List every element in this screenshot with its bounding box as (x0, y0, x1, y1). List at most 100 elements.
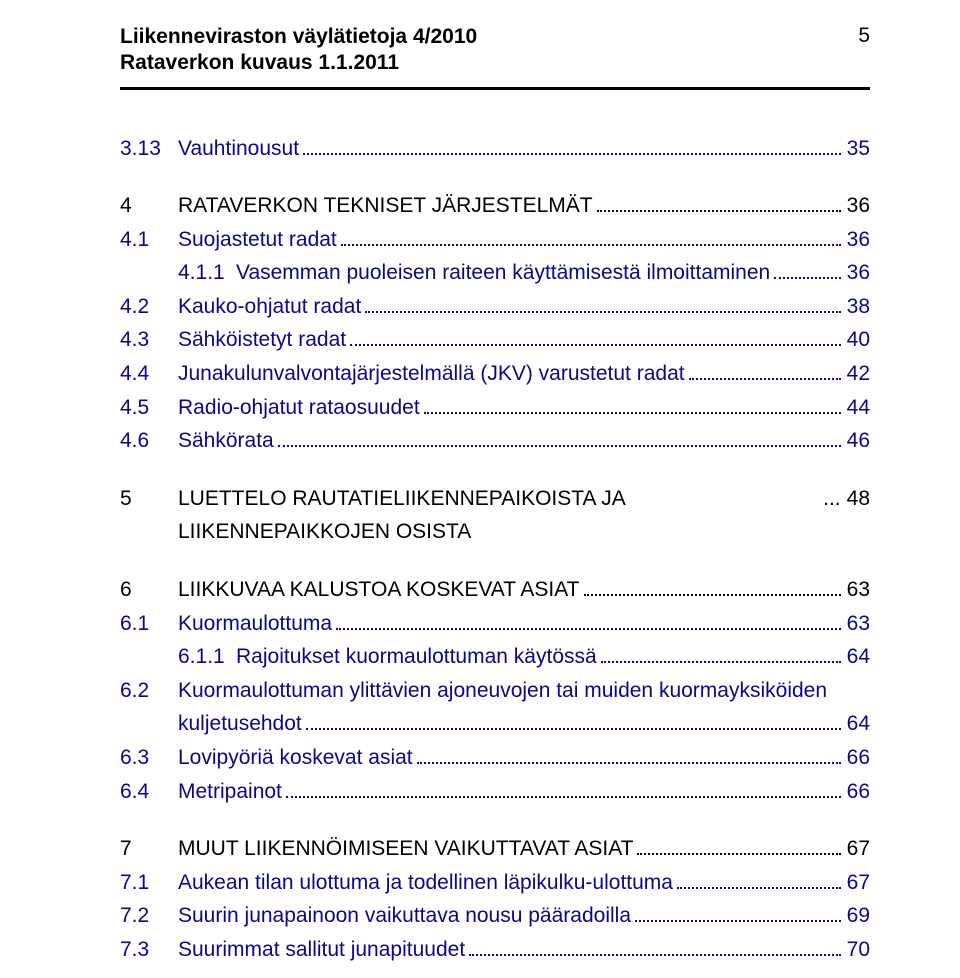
toc-number-spacer (120, 707, 178, 741)
toc-leader (336, 611, 841, 630)
toc-number: 7.1 (120, 866, 178, 900)
toc-leader (601, 644, 841, 663)
toc-number: 4.3 (120, 323, 178, 357)
toc-page: 70 (845, 933, 870, 967)
page-header: Liikenneviraston väylätietoja 4/2010 Rat… (120, 24, 870, 77)
toc-leader (584, 577, 841, 596)
toc-number: 6 (120, 573, 178, 607)
toc-number: 4.1 (120, 223, 178, 257)
toc-indent: 6.1.1Rajoitukset kuormaulottuman käytöss… (120, 640, 870, 674)
toc-number: 6.1 (120, 607, 178, 641)
toc-leader (286, 779, 841, 798)
toc-page: 69 (845, 899, 870, 933)
header-title-line1: Liikenneviraston väylätietoja 4/2010 (120, 24, 477, 50)
toc-leader (278, 428, 841, 447)
toc-number: 4.6 (120, 424, 178, 458)
toc-number: 6.1.1 (178, 640, 236, 674)
toc-entry: 5LUETTELO RAUTATIELIIKENNEPAIKOISTA JA L… (120, 482, 870, 549)
toc-leader (635, 904, 841, 923)
toc-number: 7.3 (120, 933, 178, 967)
toc-title: Metripainot (178, 775, 282, 809)
toc-entry: 4RATAVERKON TEKNISET JÄRJESTELMÄT 36 (120, 189, 870, 223)
toc-title: Rajoitukset kuormaulottuman käytössä (236, 640, 597, 674)
toc-leader (597, 193, 841, 212)
header-rule (120, 87, 870, 90)
toc-title: Vauhtinousut (178, 132, 299, 166)
toc-leader (303, 136, 841, 155)
toc-leader (341, 227, 841, 246)
toc-title: Radio-ohjatut rataosuudet (178, 391, 420, 425)
toc-short-dots: ... (823, 482, 841, 516)
toc-page: 40 (845, 323, 870, 357)
toc-title: Suojastetut radat (178, 223, 337, 257)
toc-leader (365, 294, 840, 313)
toc-leader (306, 712, 841, 731)
toc-entry: 7.2Suurin junapainoon vaikuttava nousu p… (120, 899, 870, 933)
toc-entry-continuation: kuljetusehdot64 (120, 707, 870, 741)
toc-entry: 4.1.1Vasemman puoleisen raiteen käyttämi… (178, 256, 870, 290)
toc-entry: 7MUUT LIIKENNÖIMISEEN VAIKUTTAVAT ASIAT6… (120, 832, 870, 866)
toc-number: 3.13 (120, 132, 178, 166)
toc-page: 36 (845, 256, 870, 290)
toc-title: MUUT LIIKENNÖIMISEEN VAIKUTTAVAT ASIAT (178, 832, 633, 866)
toc-number: 7 (120, 832, 178, 866)
toc-number: 6.2 (120, 674, 178, 708)
toc-page: 36 (845, 189, 870, 223)
toc-number: 4.4 (120, 357, 178, 391)
toc-page: 35 (845, 132, 870, 166)
toc-entry: 4.3Sähköistetyt radat 40 (120, 323, 870, 357)
toc-number: 6.4 (120, 775, 178, 809)
toc-indent: 4.1.1Vasemman puoleisen raiteen käyttämi… (120, 256, 870, 290)
toc-leader (637, 836, 840, 855)
toc-number: 4.2 (120, 290, 178, 324)
toc-number: 6.3 (120, 741, 178, 775)
toc-page: 63 (845, 607, 870, 641)
toc-page: 46 (845, 424, 870, 458)
toc-page: 36 (845, 223, 870, 257)
toc-entry: 6LIIKKUVAA KALUSTOA KOSKEVAT ASIAT63 (120, 573, 870, 607)
toc-number: 4.1.1 (178, 256, 236, 290)
toc-title: Junakulunvalvontajärjestelmällä (JKV) va… (178, 357, 685, 391)
toc-page: 42 (845, 357, 870, 391)
toc-entry: 4.2Kauko-ohjatut radat 38 (120, 290, 870, 324)
toc-entry: 4.6Sähkörata46 (120, 424, 870, 458)
toc-entry: 3.13Vauhtinousut 35 (120, 132, 870, 166)
toc-leader (689, 361, 841, 380)
toc-page: 64 (845, 640, 870, 674)
toc-leader (350, 328, 841, 347)
toc-entry: 6.1Kuormaulottuma 63 (120, 607, 870, 641)
toc-entry: 6.3Lovipyöriä koskevat asiat 66 (120, 741, 870, 775)
toc-leader (424, 395, 841, 414)
toc-title: Vasemman puoleisen raiteen käyttämisestä… (236, 256, 770, 290)
toc-entry: 6.1.1Rajoitukset kuormaulottuman käytöss… (178, 640, 870, 674)
toc-leader (469, 937, 840, 956)
toc-page: 48 (845, 482, 870, 516)
toc-title: Suurimmat sallitut junapituudet (178, 933, 465, 967)
table-of-contents: 3.13Vauhtinousut 35 4RATAVERKON TEKNISET J… (120, 132, 870, 967)
toc-title: Kauko-ohjatut radat (178, 290, 361, 324)
toc-title: Suurin junapainoon vaikuttava nousu päär… (178, 899, 631, 933)
header-titles: Liikenneviraston väylätietoja 4/2010 Rat… (120, 24, 477, 77)
page-number: 5 (858, 24, 870, 48)
toc-page: 66 (845, 741, 870, 775)
toc-entry: 7.3Suurimmat sallitut junapituudet 70 (120, 933, 870, 967)
toc-title: Lovipyöriä koskevat asiat (178, 741, 413, 775)
toc-title: RATAVERKON TEKNISET JÄRJESTELMÄT (178, 189, 593, 223)
toc-title: Sähköistetyt radat (178, 323, 346, 357)
toc-title-continuation: kuljetusehdot (178, 707, 302, 741)
toc-entry: 4.4Junakulunvalvontajärjestelmällä (JKV)… (120, 357, 870, 391)
toc-leader (677, 870, 841, 889)
toc-number: 5 (120, 482, 178, 516)
toc-page: 67 (845, 866, 870, 900)
toc-page: 38 (845, 290, 870, 324)
toc-title: LUETTELO RAUTATIELIIKENNEPAIKOISTA JA LI… (178, 482, 821, 549)
toc-entry: 6.4Metripainot66 (120, 775, 870, 809)
toc-title: LIIKKUVAA KALUSTOA KOSKEVAT ASIAT (178, 573, 580, 607)
header-title-line2: Rataverkon kuvaus 1.1.2011 (120, 50, 477, 76)
toc-number: 4 (120, 189, 178, 223)
toc-number: 7.2 (120, 899, 178, 933)
toc-entry: 6.2Kuormaulottuman ylittävien ajoneuvoje… (120, 674, 870, 708)
toc-leader (774, 260, 840, 279)
toc-title: Kuormaulottuma (178, 607, 332, 641)
toc-title: Kuormaulottuman ylittävien ajoneuvojen t… (178, 674, 827, 708)
